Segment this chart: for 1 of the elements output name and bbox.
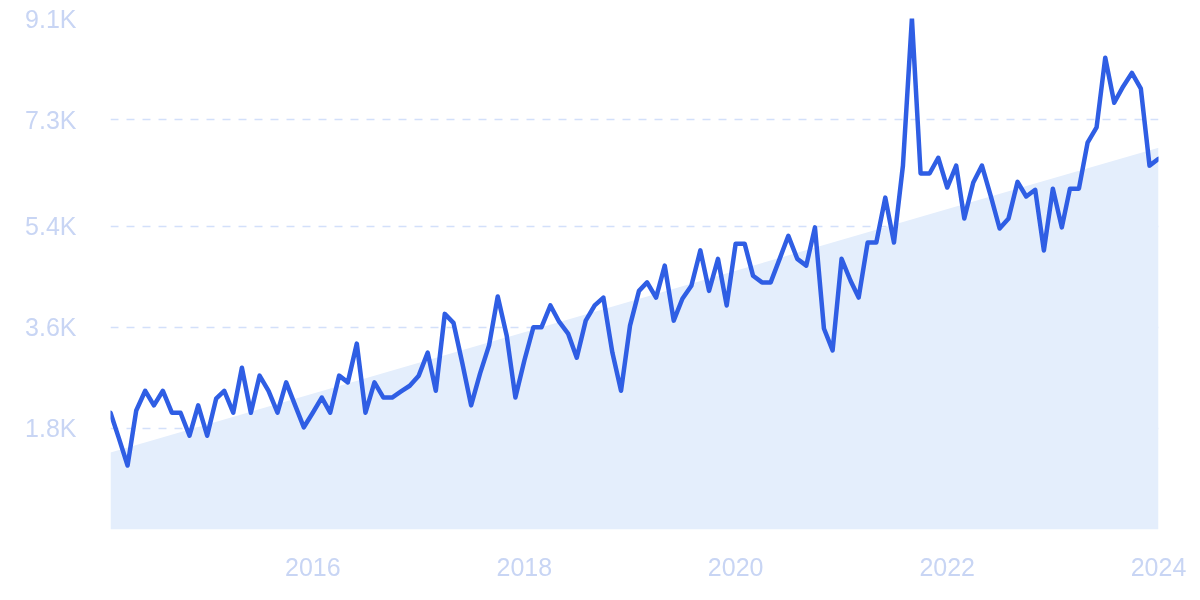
- line-series: [110, 18, 1159, 468]
